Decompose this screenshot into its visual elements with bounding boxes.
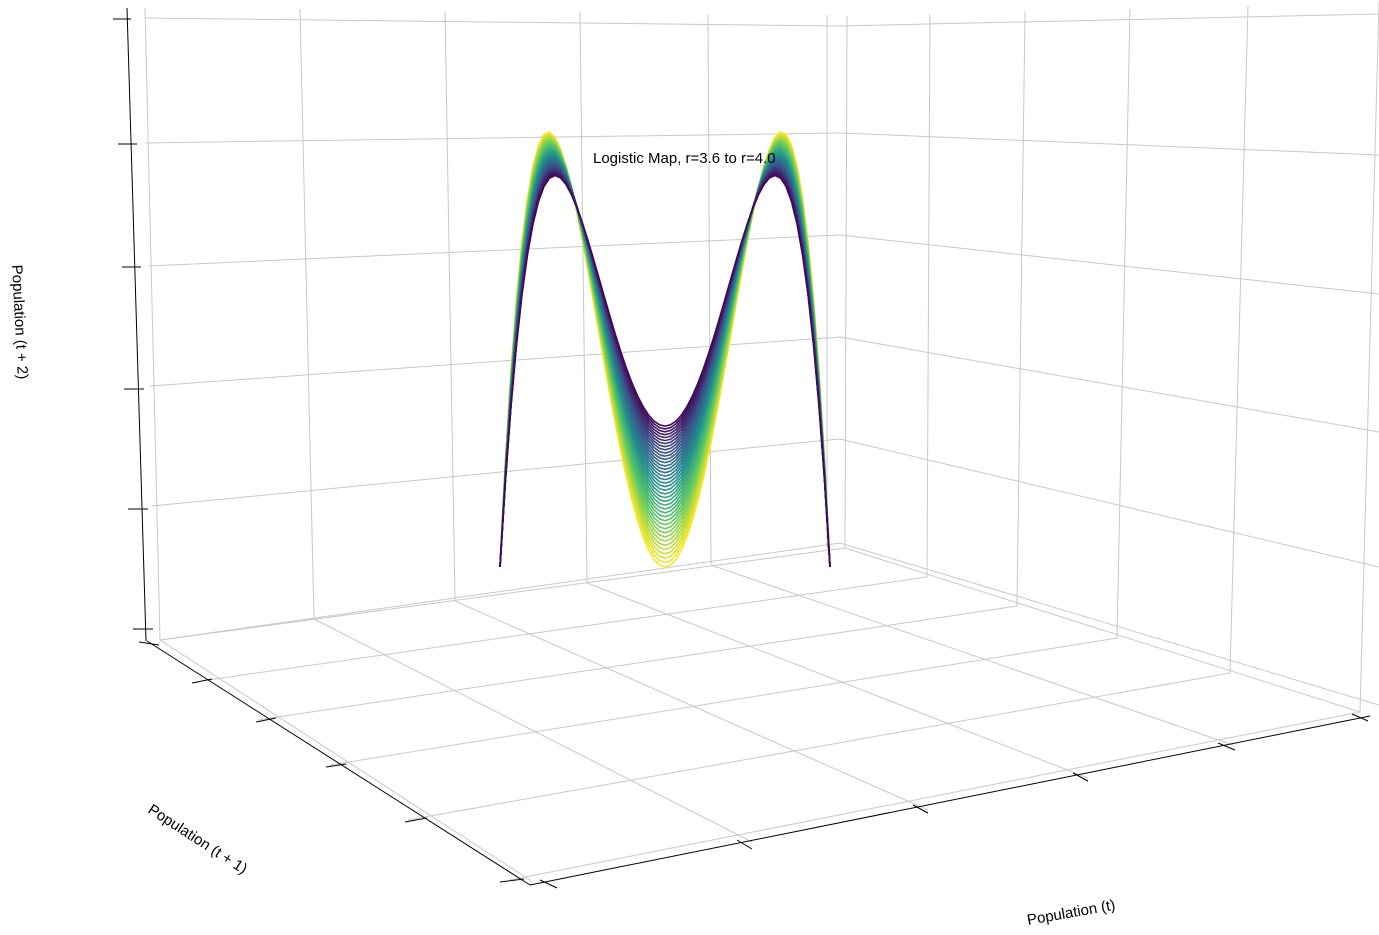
trajectory-series-30: [499, 164, 831, 568]
z-axis-ticks: [113, 18, 153, 630]
y-axis-line: [146, 640, 531, 886]
trajectory-series-24: [499, 158, 831, 568]
x-axis-ticks: [539, 713, 1369, 889]
trajectory-series-20: [499, 153, 831, 568]
trajectory-series-27: [499, 161, 831, 568]
trajectory-series-6: [499, 137, 831, 568]
trajectory-series-36: [499, 171, 831, 568]
x-axis-label: Population (t): [1026, 897, 1117, 929]
trajectory-series-28: [499, 162, 831, 568]
trajectory-series-26: [499, 160, 831, 568]
trajectory-series-31: [499, 165, 831, 568]
chart-title: Logistic Map, r=3.6 to r=4.0: [593, 150, 776, 167]
trajectory-series-3: [499, 134, 831, 568]
back-wall-grid: [144, 1, 1379, 713]
trajectory-series-37: [499, 172, 831, 568]
trajectory-series-16: [499, 149, 831, 568]
trajectory-series-22: [499, 156, 831, 568]
trajectory-series-10: [499, 142, 831, 568]
trajectory-series-13: [499, 145, 831, 568]
trajectory-series-14: [499, 146, 831, 568]
trajectory-series-25: [499, 159, 831, 568]
trajectory-series-34: [499, 169, 831, 568]
trajectory-series-17: [499, 150, 831, 568]
trajectory-series-29: [499, 163, 831, 568]
trajectory-series-15: [499, 147, 831, 568]
trajectory-series-19: [499, 152, 831, 568]
trajectory-series-18: [499, 151, 831, 568]
axes: [113, 7, 1371, 889]
x-axis-line: [529, 715, 1371, 886]
trajectory-series-8: [499, 139, 831, 568]
trajectory-series-38: [499, 173, 831, 568]
z-axis-line: [126, 7, 147, 642]
trajectory-series-21: [499, 155, 831, 568]
y-axis-ticks: [138, 641, 525, 883]
trajectory-series-32: [499, 167, 831, 568]
trajectory-series-35: [499, 170, 831, 568]
trajectory-series-39: [499, 174, 831, 568]
y-axis-label: Population (t + 1): [145, 801, 250, 878]
trajectory-series-7: [499, 138, 831, 568]
trajectory-series-11: [499, 143, 831, 568]
trajectory-series-33: [499, 168, 831, 568]
data-layer: [499, 131, 831, 568]
trajectory-series-9: [499, 141, 831, 568]
z-axis-label: Population (t + 2): [8, 264, 31, 379]
trajectory-series-5: [499, 136, 831, 568]
trajectory-series-12: [499, 144, 831, 568]
floor-grid: [159, 547, 1361, 883]
trajectory-series-23: [499, 157, 831, 568]
trajectory-series-4: [499, 135, 831, 568]
